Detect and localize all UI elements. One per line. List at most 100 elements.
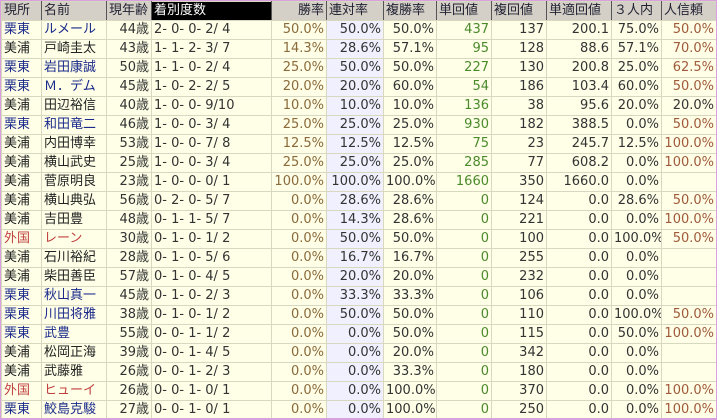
top3-pop-cell: 28.6% xyxy=(611,191,662,211)
table-row[interactable]: 美浦 柴田善臣 57歳 0- 1- 0- 4/ 5 0.0% 20.0% 20.0% 0 232… xyxy=(1,267,716,287)
top3-pop-cell: 0.0% xyxy=(611,210,662,230)
age-cell: 26歳 xyxy=(106,381,152,401)
age-cell: 55歳 xyxy=(106,324,152,344)
show-rate-cell: 50.0% xyxy=(383,58,437,78)
table-row[interactable]: 外国 レーン 30歳 0- 1- 0- 1/ 2 0.0% 50.0% 50.0% 0 100 0… xyxy=(1,229,716,249)
win-rate-cell: 0.0% xyxy=(271,381,327,401)
place-rate-cell: 12.5% xyxy=(326,134,384,154)
table-row[interactable]: 美浦 松岡正海 39歳 0- 0- 1- 4/ 5 0.0% 0.0% 20.0% 0 342 0… xyxy=(1,343,716,363)
table-row[interactable]: 美浦 戸崎圭太 43歳 1- 1- 2- 3/ 7 14.3% 28.6% 57.1% 95 1… xyxy=(1,39,716,59)
table-row[interactable]: 美浦 横山武史 25歳 1- 0- 0- 3/ 4 25.0% 25.0% 25.0% 285… xyxy=(1,153,716,173)
top3-pop-cell: 0.0% xyxy=(611,400,662,418)
show-return-cell: 128 xyxy=(491,39,547,59)
table-row[interactable]: 美浦 石川裕紀 28歳 0- 1- 0- 5/ 6 0.0% 16.7% 16.7% 0 255… xyxy=(1,248,716,268)
header-pop-trust[interactable]: 人信頼 xyxy=(661,1,716,21)
finish-record-cell: 1- 0- 0- 0/ 1 xyxy=(151,172,272,192)
place-rate-cell: 10.0% xyxy=(326,96,384,116)
adj-win-return-cell: 608.2 xyxy=(546,153,612,173)
show-rate-cell: 100.0% xyxy=(383,400,437,418)
affiliation-cell: 栗東 xyxy=(1,115,42,135)
win-return-cell: 0 xyxy=(436,381,492,401)
place-rate-cell: 20.0% xyxy=(326,267,384,287)
show-return-cell: 350 xyxy=(491,172,547,192)
table-row[interactable]: 美浦 内田博幸 53歳 1- 0- 0- 7/ 8 12.5% 12.5% 12.5% 75 2… xyxy=(1,134,716,154)
win-rate-cell: 0.0% xyxy=(271,191,327,211)
show-return-cell: 137 xyxy=(491,20,547,40)
adj-win-return-cell: 0.0 xyxy=(546,267,612,287)
adj-win-return-cell: 0.0 xyxy=(546,191,612,211)
win-return-cell: 0 xyxy=(436,267,492,287)
pop-trust-cell: 50.0% xyxy=(661,191,716,211)
header-affiliation[interactable]: 現所 xyxy=(1,1,42,21)
table-row[interactable]: 美浦 田辺裕信 40歳 1- 0- 0- 9/10 10.0% 10.0% 10.0% 136… xyxy=(1,96,716,116)
pop-trust-cell xyxy=(661,248,716,268)
win-return-cell: 0 xyxy=(436,210,492,230)
show-return-cell: 250 xyxy=(491,400,547,418)
header-name[interactable]: 名前 xyxy=(41,1,107,21)
table-row[interactable]: 外国 ヒューイ 26歳 0- 0- 1- 0/ 1 0.0% 0.0% 100.0% 0 370… xyxy=(1,381,716,401)
table-row[interactable]: 美浦 武藤雅 26歳 0- 0- 1- 2/ 3 0.0% 0.0% 33.3% 0 180 0.… xyxy=(1,362,716,382)
show-return-cell: 221 xyxy=(491,210,547,230)
age-cell: 26歳 xyxy=(106,362,152,382)
place-rate-cell: 28.6% xyxy=(326,39,384,59)
header-win-return[interactable]: 単回値 xyxy=(436,1,492,21)
header-win-rate[interactable]: 勝率 xyxy=(271,1,327,21)
show-rate-cell: 16.7% xyxy=(383,248,437,268)
show-return-cell: 370 xyxy=(491,381,547,401)
table-row[interactable]: 美浦 菅原明良 23歳 1- 0- 0- 0/ 1 100.0% 100.0% 100.0%… xyxy=(1,172,716,192)
pop-trust-cell xyxy=(661,343,716,363)
pop-trust-cell: 50.0% xyxy=(661,77,716,97)
table-row[interactable]: 栗東 秋山真一 45歳 0- 1- 0- 2/ 3 0.0% 33.3% 33.3% 0 106… xyxy=(1,286,716,306)
table-row[interactable]: 栗東 Ｍ．デム 45歳 1- 0- 2- 2/ 5 20.0% 20.0% 60.0% 54 1… xyxy=(1,77,716,97)
win-rate-cell: 20.0% xyxy=(271,77,327,97)
pop-trust-cell xyxy=(661,172,716,192)
table-row[interactable]: 栗東 鮫島克駿 27歳 0- 0- 1- 0/ 1 0.0% 0.0% 100.0% 0 250… xyxy=(1,400,716,418)
finish-record-cell: 1- 0- 0- 9/10 xyxy=(151,96,272,116)
table-row[interactable]: 美浦 吉田豊 48歳 0- 1- 1- 5/ 7 0.0% 14.3% 28.6% 0 221 0… xyxy=(1,210,716,230)
affiliation-cell: 栗東 xyxy=(1,77,42,97)
win-return-cell: 75 xyxy=(436,134,492,154)
finish-record-cell: 1- 0- 0- 7/ 8 xyxy=(151,134,272,154)
table-row[interactable]: 栗東 ルメール 44歳 2- 0- 0- 2/ 4 50.0% 50.0% 50.0% 437… xyxy=(1,20,716,40)
pop-trust-cell xyxy=(661,362,716,382)
adj-win-return-cell: 0.0 xyxy=(546,343,612,363)
show-return-cell: 130 xyxy=(491,58,547,78)
finish-record-cell: 1- 1- 0- 2/ 4 xyxy=(151,58,272,78)
finish-record-cell: 0- 1- 0- 4/ 5 xyxy=(151,267,272,287)
win-rate-cell: 14.3% xyxy=(271,39,327,59)
adj-win-return-cell: 88.6 xyxy=(546,39,612,59)
adj-win-return-cell: 0.0 xyxy=(546,286,612,306)
top3-pop-cell: 57.1% xyxy=(611,39,662,59)
show-return-cell: 186 xyxy=(491,77,547,97)
header-age[interactable]: 現年齢 xyxy=(106,1,152,21)
win-rate-cell: 0.0% xyxy=(271,210,327,230)
win-return-cell: 0 xyxy=(436,324,492,344)
table-row[interactable]: 栗東 和田竜二 46歳 1- 0- 0- 3/ 4 25.0% 25.0% 25.0% 930… xyxy=(1,115,716,135)
table-row[interactable]: 栗東 岩田康誠 50歳 1- 1- 0- 2/ 4 25.0% 50.0% 50.0% 227… xyxy=(1,58,716,78)
header-adj-win-return[interactable]: 単適回値 xyxy=(546,1,612,21)
adj-win-return-cell: 0.0 xyxy=(546,210,612,230)
win-return-cell: 227 xyxy=(436,58,492,78)
header-show-rate[interactable]: 複勝率 xyxy=(383,1,437,21)
table-row[interactable]: 美浦 横山典弘 56歳 0- 2- 0- 5/ 7 0.0% 28.6% 28.6% 0 124… xyxy=(1,191,716,211)
top3-pop-cell: 25.0% xyxy=(611,58,662,78)
table-row[interactable]: 栗東 川田将雅 38歳 0- 1- 0- 1/ 2 0.0% 50.0% 50.0% 0 110… xyxy=(1,305,716,325)
win-rate-cell: 50.0% xyxy=(271,20,327,40)
header-finish-record[interactable]: 着別度数 xyxy=(151,1,272,21)
adj-win-return-cell: 0.0 xyxy=(546,248,612,268)
win-return-cell: 0 xyxy=(436,305,492,325)
pop-trust-cell: 100.0% xyxy=(661,210,716,230)
table-row[interactable]: 栗東 武豊 55歳 0- 0- 1- 1/ 2 0.0% 0.0% 50.0% 0 115 0.0… xyxy=(1,324,716,344)
finish-record-cell: 0- 1- 0- 1/ 2 xyxy=(151,229,272,249)
win-rate-cell: 0.0% xyxy=(271,343,327,363)
header-show-return[interactable]: 複回値 xyxy=(491,1,547,21)
win-return-cell: 95 xyxy=(436,39,492,59)
show-return-cell: 106 xyxy=(491,286,547,306)
pop-trust-cell xyxy=(661,267,716,287)
age-cell: 28歳 xyxy=(106,248,152,268)
jockey-name-cell: 武豊 xyxy=(41,324,107,344)
win-return-cell: 54 xyxy=(436,77,492,97)
header-top3-pop[interactable]: ３人内 xyxy=(611,1,662,21)
header-place-rate[interactable]: 連対率 xyxy=(326,1,384,21)
win-return-cell: 0 xyxy=(436,286,492,306)
